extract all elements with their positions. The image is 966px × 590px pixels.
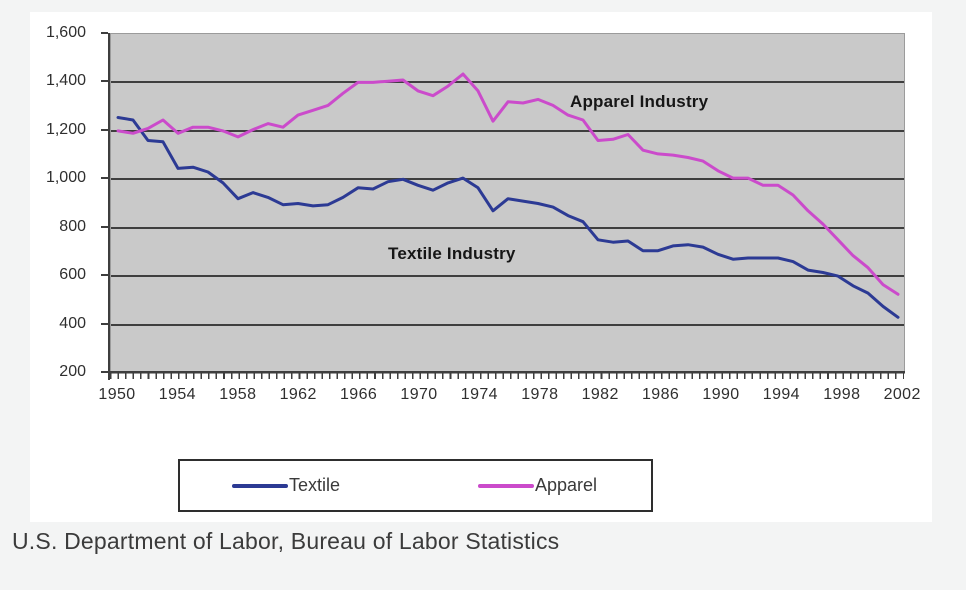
legend-item-apparel: Apparel — [478, 461, 597, 510]
y-tick-600 — [101, 274, 108, 277]
y-axis-line — [108, 33, 110, 380]
y-tick-label-600: 600 — [59, 266, 86, 284]
x-tick-label-1998: 1998 — [823, 386, 861, 403]
x-tick-label-1954: 1954 — [158, 386, 196, 403]
y-tick-label-1600: 1,600 — [45, 24, 86, 41]
x-axis-line — [108, 371, 905, 373]
x-tick-label-1994: 1994 — [762, 386, 800, 403]
y-tick-1600 — [101, 32, 108, 34]
x-tick-label-1978: 1978 — [521, 386, 559, 403]
y-tick-400 — [101, 322, 108, 325]
x-tick-label-2002: 2002 — [883, 386, 921, 403]
y-tick-label-200: 200 — [59, 363, 86, 380]
y-tick-1200 — [101, 128, 108, 131]
source-caption: U.S. Department of Labor, Bureau of Labo… — [12, 528, 560, 554]
textile-line-sample — [232, 483, 288, 488]
y-gridline-1400 — [111, 81, 904, 84]
chart-card: Apparel Industry Textile Industry Textil… — [30, 12, 932, 522]
y-gridline-1000 — [111, 178, 904, 181]
apparel-industry-annotation: Apparel Industry — [570, 92, 709, 111]
y-tick-1000 — [101, 177, 108, 180]
y-tick-label-1000: 1,000 — [45, 169, 86, 187]
legend-label-textile: Textile — [289, 475, 341, 495]
legend: Textile Apparel — [178, 459, 653, 512]
y-gridline-800 — [111, 226, 904, 229]
y-tick-label-800: 800 — [59, 217, 86, 235]
y-tick-800 — [101, 225, 108, 228]
y-tick-label-1200: 1,200 — [45, 120, 86, 138]
x-tick-label-1958: 1958 — [219, 386, 257, 403]
legend-label-apparel: Apparel — [535, 475, 598, 495]
y-tick-label-1400: 1,400 — [45, 72, 86, 90]
apparel-line — [116, 72, 900, 296]
y-gridline-400 — [111, 323, 904, 326]
x-tick-label-1990: 1990 — [702, 386, 740, 403]
x-tick-label-1950: 1950 — [98, 386, 136, 403]
textile-industry-annotation: Textile Industry — [388, 244, 516, 263]
x-tick-label-1962: 1962 — [279, 386, 317, 403]
y-tick-1400 — [101, 80, 108, 83]
x-tick-label-1986: 1986 — [641, 386, 680, 403]
x-tick-label-1970: 1970 — [400, 386, 438, 403]
textile-line — [116, 116, 900, 319]
x-tick-label-1966: 1966 — [339, 386, 378, 403]
x-axis-ticks — [110, 373, 904, 379]
line-series-canvas — [116, 72, 900, 319]
x-tick-label-1974: 1974 — [460, 386, 498, 403]
y-gridline-1200 — [111, 129, 904, 132]
legend-item-textile: Textile — [232, 461, 340, 510]
y-tick-label-400: 400 — [59, 314, 86, 332]
apparel-line-sample — [478, 483, 534, 488]
plot-area — [110, 33, 905, 374]
y-tick-200 — [101, 371, 108, 373]
y-gridline-600 — [111, 275, 904, 278]
x-tick-label-1982: 1982 — [581, 386, 619, 403]
